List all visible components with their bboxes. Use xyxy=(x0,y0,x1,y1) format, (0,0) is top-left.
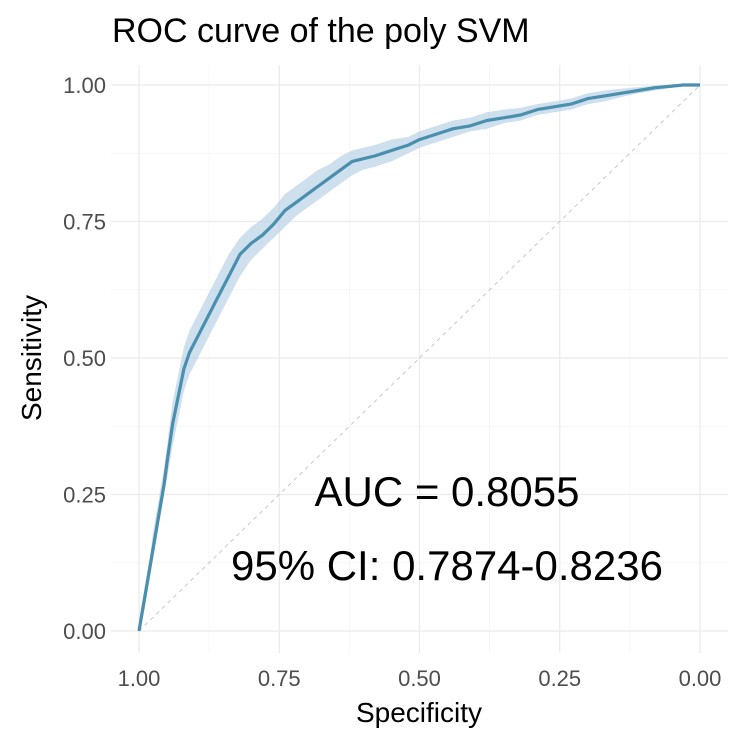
x-tick-label: 0.25 xyxy=(538,666,581,691)
y-tick-label: 0.75 xyxy=(63,210,106,235)
ci-annotation: 95% CI: 0.7874-0.8236 xyxy=(231,542,663,589)
x-tick-label: 0.75 xyxy=(258,666,301,691)
x-axis-ticks: 1.00 0.75 0.50 0.25 0.00 xyxy=(118,666,722,691)
chart-title: ROC curve of the poly SVM xyxy=(112,12,530,50)
y-axis-label: Sensitivity xyxy=(16,295,47,421)
x-tick-label: 1.00 xyxy=(118,666,161,691)
auc-annotation: AUC = 0.8055 xyxy=(314,468,579,515)
reference-diagonal xyxy=(138,84,701,632)
y-axis-ticks: 0.00 0.25 0.50 0.75 1.00 xyxy=(63,73,106,644)
y-tick-label: 1.00 xyxy=(63,73,106,98)
y-tick-label: 0.25 xyxy=(63,483,106,508)
confidence-ribbon xyxy=(139,85,700,631)
y-tick-label: 0.00 xyxy=(63,619,106,644)
roc-curve-line xyxy=(137,83,700,632)
x-tick-label: 0.00 xyxy=(679,666,722,691)
y-tick-label: 0.50 xyxy=(63,346,106,371)
x-tick-label: 0.50 xyxy=(398,666,441,691)
x-axis-label: Specificity xyxy=(356,697,482,728)
